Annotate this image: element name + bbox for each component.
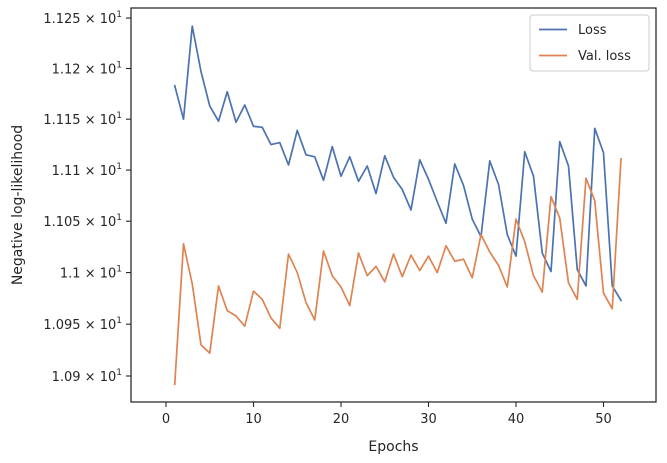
- y-tick-label: 1.09 × 101: [52, 368, 122, 385]
- plot-area: [131, 8, 656, 402]
- y-axis-label: Negative log-likelihood: [10, 125, 26, 285]
- x-tick-label: 40: [508, 412, 525, 427]
- y-tick-label: 1.125 × 101: [43, 10, 122, 27]
- y-tick-label: 1.095 × 101: [43, 316, 122, 333]
- y-axis: 1.09 × 101 1.095 × 101 1.1 × 101 1.105 × 10…: [43, 10, 131, 385]
- legend-label-val-loss: Val. loss: [578, 49, 631, 64]
- y-tick-label: 1.105 × 101: [43, 213, 122, 230]
- legend-label-loss: Loss: [578, 23, 607, 38]
- x-tick-label: 50: [595, 412, 612, 427]
- series-line-val-loss: [173, 157, 622, 386]
- x-axis: 0 10 20 30 40 50: [162, 402, 612, 427]
- x-tick-label: 20: [333, 412, 350, 427]
- series-line-loss: [173, 25, 623, 302]
- y-tick-label: 1.12 × 101: [52, 61, 122, 78]
- y-tick-label: 1.115 × 101: [43, 111, 122, 128]
- y-tick-label: 1.11 × 101: [52, 162, 122, 179]
- y-tick-label: 1.1 × 101: [60, 265, 122, 282]
- legend: Loss Val. loss: [529, 14, 650, 72]
- x-tick-label: 0: [162, 412, 170, 427]
- series-layer: [173, 25, 623, 386]
- x-tick-label: 10: [245, 412, 262, 427]
- x-tick-label: 30: [420, 412, 437, 427]
- plot-frame: [130, 7, 657, 403]
- x-axis-label: Epochs: [368, 439, 418, 455]
